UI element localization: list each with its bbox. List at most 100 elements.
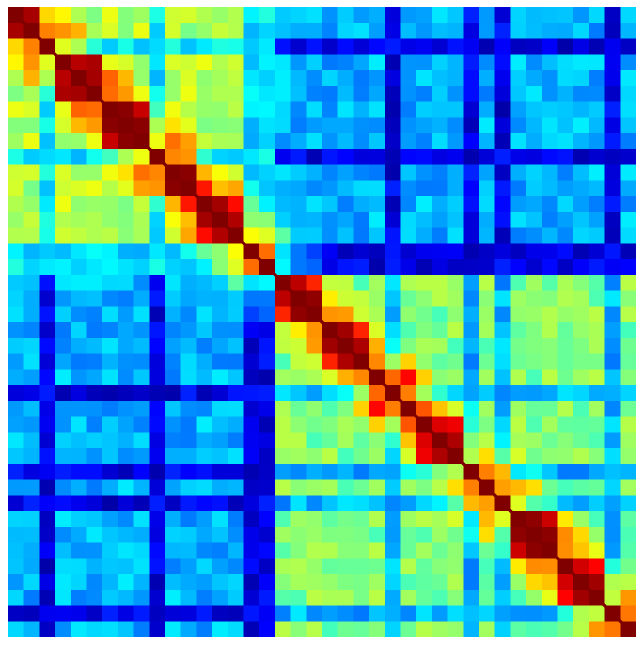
heatmap-cell xyxy=(526,542,543,559)
heatmap-cell xyxy=(8,479,25,496)
heatmap-cell xyxy=(274,542,292,559)
heatmap-cell xyxy=(39,526,56,544)
heatmap-cell xyxy=(573,495,590,512)
heatmap-cell xyxy=(400,369,417,386)
heatmap-cell xyxy=(290,148,307,166)
heatmap-cell xyxy=(102,448,119,465)
heatmap-cell xyxy=(290,337,307,355)
heatmap-cell xyxy=(479,385,496,402)
heatmap-cell xyxy=(274,133,292,150)
heatmap-cell xyxy=(259,243,276,260)
heatmap-cell xyxy=(102,243,119,260)
heatmap-cell xyxy=(479,22,496,40)
heatmap-cell xyxy=(431,117,449,134)
heatmap-cell xyxy=(165,243,182,260)
heatmap-cell xyxy=(573,117,590,134)
heatmap-cell xyxy=(8,526,25,544)
heatmap-cell xyxy=(384,54,402,71)
heatmap-cell xyxy=(431,180,449,197)
heatmap-cell xyxy=(306,400,323,418)
heatmap-cell xyxy=(259,54,276,71)
heatmap-cell xyxy=(227,589,245,607)
heatmap-cell xyxy=(400,448,417,465)
heatmap-cell xyxy=(8,385,25,402)
heatmap-cell xyxy=(102,400,119,418)
heatmap-cell xyxy=(416,274,433,292)
heatmap-cell xyxy=(526,196,543,213)
heatmap-cell xyxy=(337,353,354,370)
heatmap-cell xyxy=(353,117,370,134)
heatmap-cell xyxy=(290,85,307,103)
heatmap-cell xyxy=(306,117,323,134)
heatmap-cell xyxy=(384,400,402,418)
heatmap-cell xyxy=(259,274,276,292)
heatmap-cell xyxy=(337,259,354,276)
heatmap-cell xyxy=(479,495,496,512)
heatmap-cell xyxy=(274,337,292,355)
heatmap-cell xyxy=(149,385,166,402)
heatmap-cell xyxy=(165,479,182,496)
heatmap-cell xyxy=(510,558,527,575)
heatmap-cell xyxy=(337,148,354,166)
heatmap-cell xyxy=(431,369,449,386)
heatmap-cell xyxy=(384,574,402,591)
heatmap-cell xyxy=(259,448,276,465)
heatmap-cell xyxy=(212,400,229,418)
heatmap-cell xyxy=(369,101,386,118)
heatmap-cell xyxy=(117,227,135,244)
heatmap-cell xyxy=(384,605,402,622)
heatmap-cell xyxy=(526,385,543,402)
heatmap-cell xyxy=(416,196,433,213)
heatmap-cell xyxy=(274,7,292,24)
heatmap-cell xyxy=(510,495,527,512)
heatmap-cell xyxy=(149,526,166,544)
heatmap-cell xyxy=(557,7,574,24)
heatmap-cell xyxy=(55,479,72,496)
heatmap-cell xyxy=(353,448,370,465)
heatmap-cell xyxy=(243,605,260,622)
heatmap-cell xyxy=(431,463,449,481)
heatmap-cell xyxy=(369,259,386,276)
heatmap-cell xyxy=(212,589,229,607)
heatmap-cell xyxy=(353,227,370,244)
heatmap-cell xyxy=(573,448,590,465)
heatmap-cell xyxy=(463,322,480,339)
heatmap-cell xyxy=(290,211,307,229)
heatmap-cell xyxy=(479,511,496,528)
heatmap-cell xyxy=(102,558,119,575)
heatmap-cell xyxy=(259,479,276,496)
heatmap-cell xyxy=(259,337,276,355)
heatmap-cell xyxy=(541,164,559,181)
heatmap-cell xyxy=(337,164,354,181)
heatmap-cell xyxy=(573,22,590,40)
heatmap-cell xyxy=(588,511,606,528)
heatmap-cell xyxy=(604,70,621,87)
heatmap-cell xyxy=(39,448,56,465)
heatmap-cell xyxy=(447,621,464,637)
heatmap-cell xyxy=(494,54,511,71)
heatmap-cell xyxy=(306,432,323,449)
heatmap-cell xyxy=(369,70,386,87)
heatmap-cell xyxy=(337,558,354,575)
heatmap-cell xyxy=(573,133,590,150)
heatmap-cell xyxy=(212,353,229,370)
heatmap-cell xyxy=(212,385,229,402)
heatmap-cell xyxy=(117,542,135,559)
heatmap-cell xyxy=(384,196,402,213)
heatmap-cell xyxy=(447,400,464,418)
heatmap-cell xyxy=(70,574,88,591)
heatmap-cell xyxy=(620,7,636,24)
heatmap-cell xyxy=(23,400,40,418)
heatmap-cell xyxy=(369,526,386,544)
heatmap-cell xyxy=(55,133,72,150)
heatmap-cell xyxy=(541,22,559,40)
heatmap-cell xyxy=(322,432,339,449)
heatmap-cell xyxy=(573,385,590,402)
heatmap-cell xyxy=(165,526,182,544)
heatmap-cell xyxy=(243,416,260,433)
heatmap-cell xyxy=(557,526,574,544)
heatmap-cell xyxy=(322,243,339,260)
heatmap-cell xyxy=(70,511,88,528)
heatmap-cell xyxy=(70,322,88,339)
heatmap-cell xyxy=(102,259,119,276)
